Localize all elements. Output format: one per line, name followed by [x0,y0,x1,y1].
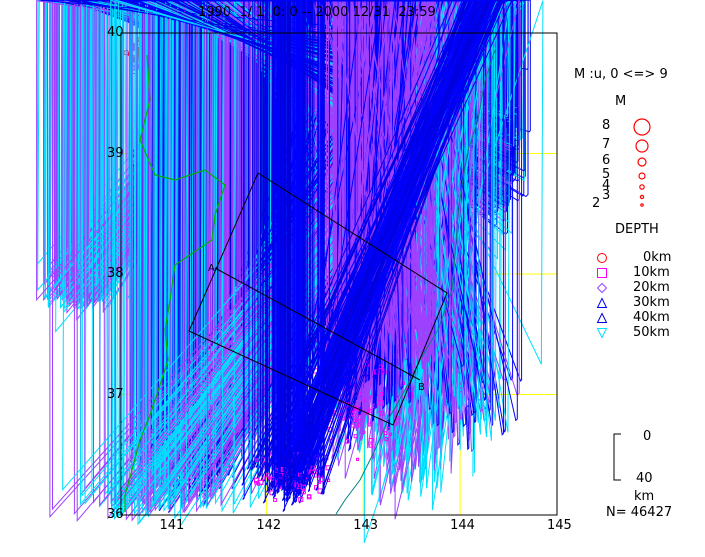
earthquake-symbols [36,0,544,544]
